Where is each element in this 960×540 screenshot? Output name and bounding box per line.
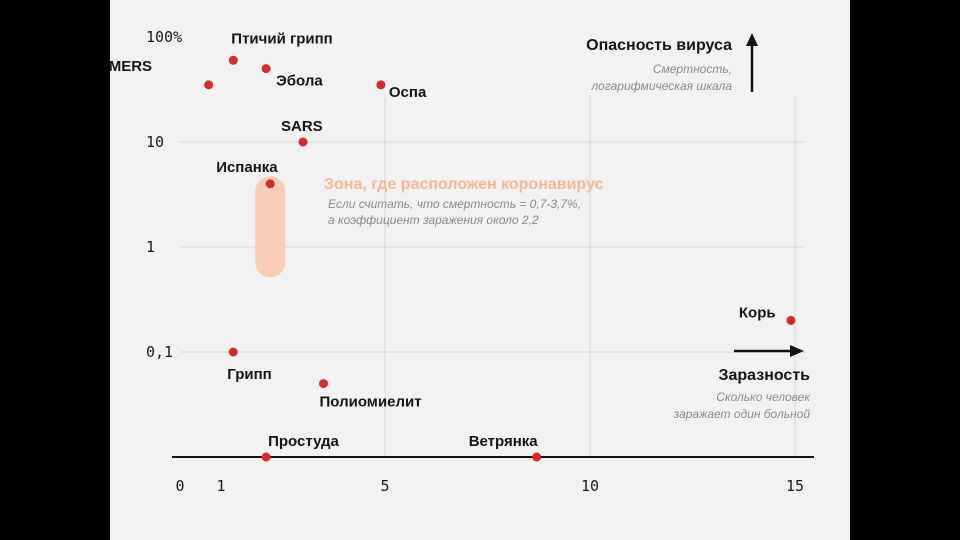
data-point [298,137,308,147]
x-tick-label: 15 [786,477,804,495]
data-point [261,452,271,462]
point-label: Корь [739,304,776,321]
data-points [204,55,796,462]
data-point [204,80,214,90]
point-label: Полиомиелит [320,394,422,411]
y-axis-arrow [746,33,758,92]
data-point [228,55,238,65]
point-labels: Птичий грипп MERS Эбола Оспа SARS Испанка Грип… [110,30,776,450]
zone-note-line2: а коэффициент заражения около 2,2 [328,213,539,227]
y-axis-title: Опасность вируса [586,37,732,54]
point-label: Оспа [389,84,427,101]
data-point [786,315,796,325]
y-tick-label: 100% [146,28,182,46]
x-axis-subtitle-line2: заражает один больной [673,407,811,421]
point-label: Простуда [268,433,339,450]
x-axis-title: Заразность [718,367,810,384]
point-label: Ветрянка [469,433,539,450]
x-tick-labels: 0 1 5 10 15 [175,477,804,495]
data-point [261,64,271,74]
point-label: Птичий грипп [231,30,332,47]
y-axis-subtitle-line2: логарифмическая шкала [590,79,732,93]
x-tick-label: 1 [216,477,225,495]
point-label: Грипп [227,366,271,383]
y-tick-label: 1 [146,238,155,256]
coronavirus-zone [255,176,286,278]
data-point [319,379,328,389]
point-label: MERS [110,58,152,75]
x-tick-label: 10 [581,477,599,495]
y-tick-label: 10 [146,133,164,151]
x-tick-label: 0 [175,477,184,495]
y-tick-label: 0,1 [146,343,173,361]
data-point [265,179,275,189]
point-label: SARS [281,118,323,135]
point-label: Испанка [216,159,278,176]
x-axis-arrow [734,345,804,357]
x-axis-subtitle-line1: Сколько человек [716,390,811,404]
data-point [376,80,386,90]
chart-panel: 100% 10 1 0,1 0 1 5 10 15 Птичий грипп MERS Эбола… [110,0,850,540]
y-tick-labels: 100% 10 1 0,1 [146,28,182,361]
data-point [532,452,542,462]
zone-title: Зона, где расположен коронавирус [324,176,603,193]
x-tick-label: 5 [380,477,389,495]
point-label: Эбола [276,73,323,90]
data-point [228,347,238,357]
y-axis-subtitle-line1: Смертность, [653,62,732,76]
zone-note-line1: Если считать, что смертность = 0,7-3,7%, [328,197,581,211]
